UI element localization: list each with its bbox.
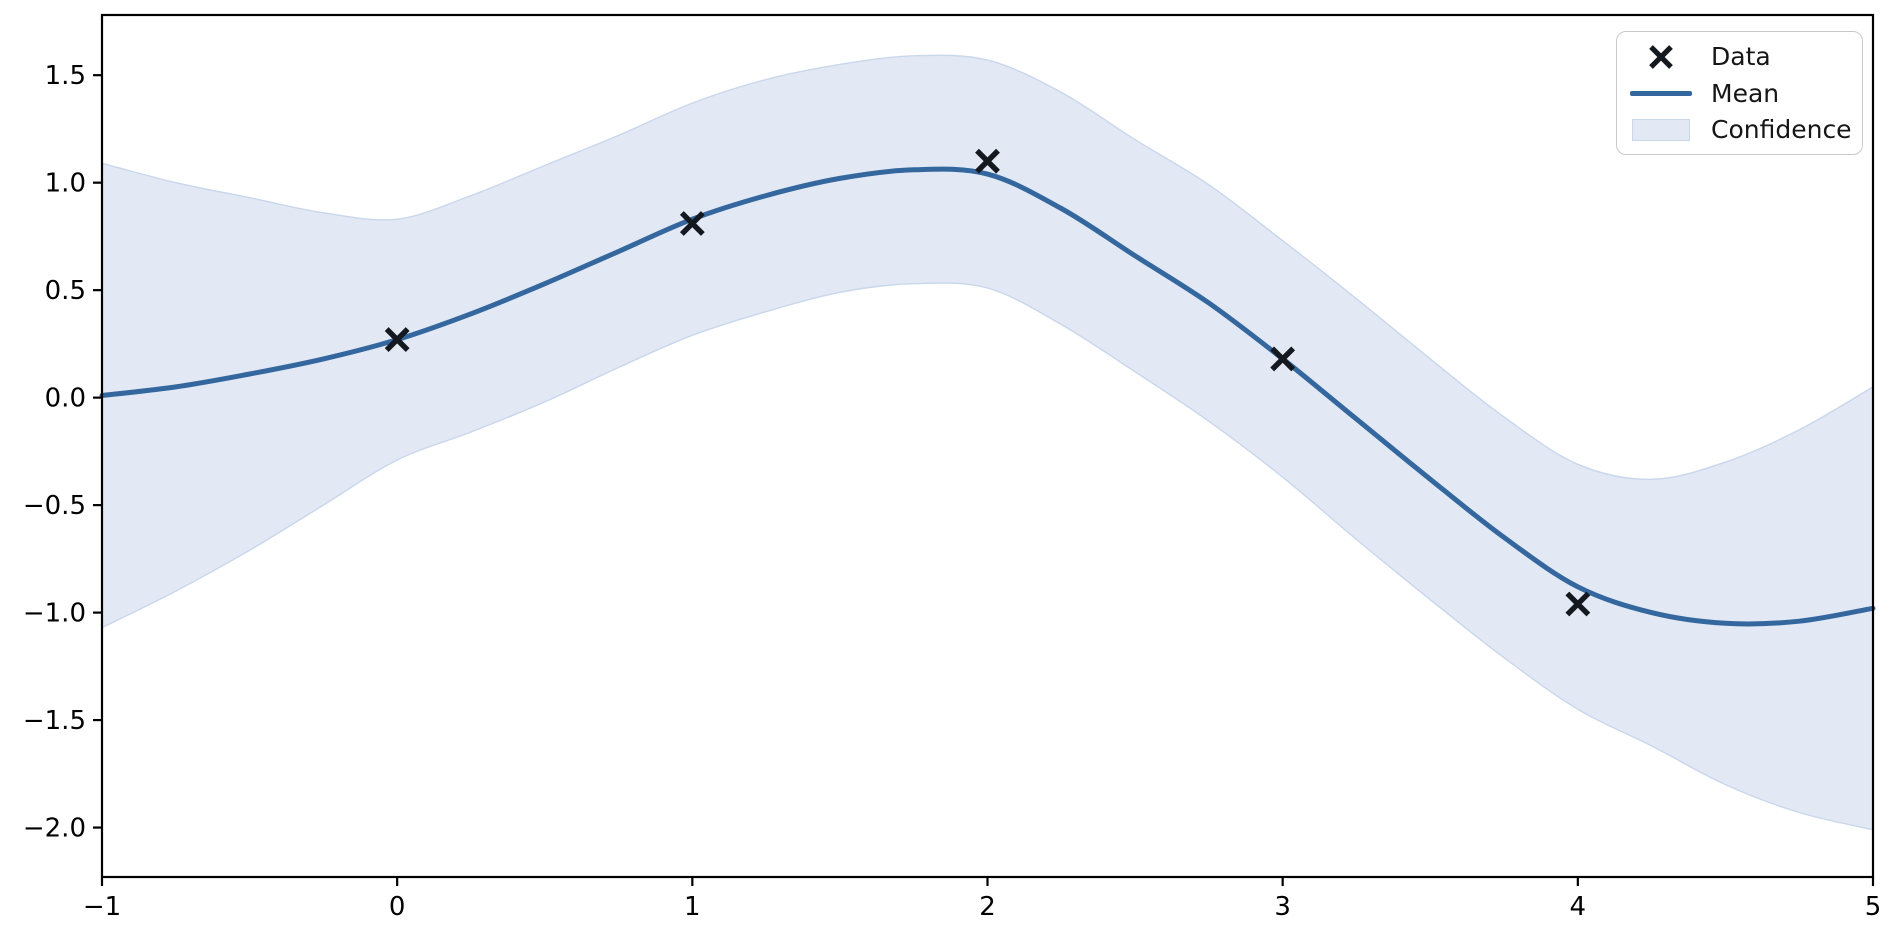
legend-item-mean: Mean xyxy=(1630,76,1852,111)
data-marker xyxy=(1270,346,1296,372)
x-tick-label: 2 xyxy=(979,892,996,922)
y-tick-label: −0.5 xyxy=(23,491,86,521)
y-tick-label: 1.0 xyxy=(45,169,86,199)
data-marker xyxy=(384,327,410,353)
legend-label-mean: Mean xyxy=(1711,78,1780,108)
data-marker xyxy=(1565,591,1591,617)
x-tick-label: 5 xyxy=(1865,892,1882,922)
line-swatch-icon xyxy=(1630,90,1692,96)
y-tick-label: 0.5 xyxy=(45,276,86,306)
y-tick-label: −2.0 xyxy=(23,814,86,844)
x-tick-label: 1 xyxy=(684,892,701,922)
y-tick-label: −1.5 xyxy=(23,706,86,736)
x-tick-label: −1 xyxy=(83,892,121,922)
y-tick-label: −1.0 xyxy=(23,599,86,629)
legend-item-data: Data xyxy=(1630,39,1852,74)
data-marker xyxy=(679,211,705,236)
x-tick-label: 4 xyxy=(1570,892,1587,922)
confidence-band xyxy=(101,54,1874,831)
x-tick-label: 3 xyxy=(1274,892,1291,922)
legend-label-confidence: Confidence xyxy=(1711,115,1852,144)
y-tick-label: 1.5 xyxy=(45,61,86,91)
y-tick-label: 0.0 xyxy=(45,384,86,414)
legend-label-data: Data xyxy=(1711,42,1771,71)
data-marker xyxy=(975,148,1000,174)
legend: Data Mean Confidence xyxy=(1616,31,1863,155)
legend-item-confidence: Confidence xyxy=(1630,112,1852,147)
x-tick-label: 0 xyxy=(389,892,406,922)
patch-swatch-icon xyxy=(1630,118,1692,141)
x-marker-icon xyxy=(1630,42,1692,72)
